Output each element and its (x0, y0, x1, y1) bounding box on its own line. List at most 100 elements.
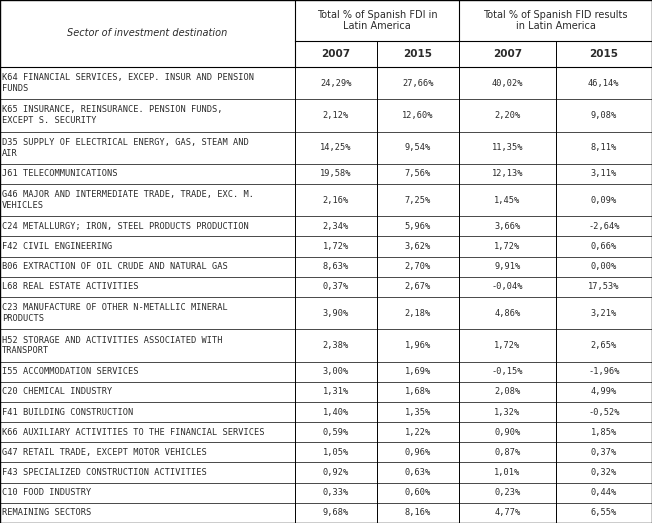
Text: 3,00%: 3,00% (323, 367, 349, 376)
Text: 2,16%: 2,16% (323, 196, 349, 204)
Text: 2,70%: 2,70% (405, 262, 431, 271)
Text: 2007: 2007 (493, 49, 522, 59)
Text: 8,16%: 8,16% (405, 508, 431, 517)
Text: -0,15%: -0,15% (492, 367, 523, 376)
Text: 1,72%: 1,72% (494, 341, 520, 350)
Text: 6,55%: 6,55% (591, 508, 617, 517)
Text: 2007: 2007 (321, 49, 350, 59)
Text: 1,96%: 1,96% (405, 341, 431, 350)
Text: 2,20%: 2,20% (494, 111, 520, 120)
Text: G46 MAJOR AND INTERMEDIATE TRADE, TRADE, EXC. M.
VEHICLES: G46 MAJOR AND INTERMEDIATE TRADE, TRADE,… (2, 190, 254, 210)
Text: 0,37%: 0,37% (591, 448, 617, 457)
Text: 2,12%: 2,12% (323, 111, 349, 120)
Text: 0,37%: 0,37% (323, 282, 349, 291)
Text: 1,68%: 1,68% (405, 388, 431, 396)
Text: REMAINING SECTORS: REMAINING SECTORS (2, 508, 91, 517)
Text: 9,68%: 9,68% (323, 508, 349, 517)
Text: 12,60%: 12,60% (402, 111, 434, 120)
Text: 2,34%: 2,34% (323, 222, 349, 231)
Text: 11,35%: 11,35% (492, 143, 523, 152)
Text: 8,11%: 8,11% (591, 143, 617, 152)
Text: 14,25%: 14,25% (320, 143, 351, 152)
Text: C10 FOOD INDUSTRY: C10 FOOD INDUSTRY (2, 488, 91, 497)
Text: J61 TELECOMMUNICATIONS: J61 TELECOMMUNICATIONS (2, 169, 117, 178)
Text: D35 SUPPLY OF ELECTRICAL ENERGY, GAS, STEAM AND
AIR: D35 SUPPLY OF ELECTRICAL ENERGY, GAS, ST… (2, 138, 248, 157)
Text: K64 FINANCIAL SERVICES, EXCEP. INSUR AND PENSION
FUNDS: K64 FINANCIAL SERVICES, EXCEP. INSUR AND… (2, 73, 254, 93)
Text: 3,90%: 3,90% (323, 309, 349, 317)
Text: 17,53%: 17,53% (588, 282, 619, 291)
Text: 3,62%: 3,62% (405, 242, 431, 251)
Text: 0,63%: 0,63% (405, 468, 431, 477)
Text: L68 REAL ESTATE ACTIVITIES: L68 REAL ESTATE ACTIVITIES (2, 282, 138, 291)
Text: K66 AUXILIARY ACTIVITIES TO THE FINANCIAL SERVICES: K66 AUXILIARY ACTIVITIES TO THE FINANCIA… (2, 428, 265, 437)
Text: 2015: 2015 (404, 49, 432, 59)
Text: 0,66%: 0,66% (591, 242, 617, 251)
Text: 24,29%: 24,29% (320, 78, 351, 87)
Text: B06 EXTRACTION OF OIL CRUDE AND NATURAL GAS: B06 EXTRACTION OF OIL CRUDE AND NATURAL … (2, 262, 228, 271)
Text: 4,86%: 4,86% (494, 309, 520, 317)
Text: 1,72%: 1,72% (494, 242, 520, 251)
Text: -1,96%: -1,96% (588, 367, 619, 376)
Text: C20 CHEMICAL INDUSTRY: C20 CHEMICAL INDUSTRY (2, 388, 112, 396)
Text: 1,05%: 1,05% (323, 448, 349, 457)
Text: 19,58%: 19,58% (320, 169, 351, 178)
Text: 2,18%: 2,18% (405, 309, 431, 317)
Text: 1,35%: 1,35% (405, 407, 431, 416)
Text: C24 METALLURGY; IRON, STEEL PRODUCTS PRODUCTION: C24 METALLURGY; IRON, STEEL PRODUCTS PRO… (2, 222, 248, 231)
Text: F42 CIVIL ENGINEERING: F42 CIVIL ENGINEERING (2, 242, 112, 251)
Text: 1,01%: 1,01% (494, 468, 520, 477)
Text: 2,38%: 2,38% (323, 341, 349, 350)
Text: 12,13%: 12,13% (492, 169, 523, 178)
Text: F43 SPECIALIZED CONSTRUCTION ACTIVITIES: F43 SPECIALIZED CONSTRUCTION ACTIVITIES (2, 468, 207, 477)
Text: F41 BUILDING CONSTRUCTION: F41 BUILDING CONSTRUCTION (2, 407, 133, 416)
Text: 1,22%: 1,22% (405, 428, 431, 437)
Text: 0,44%: 0,44% (591, 488, 617, 497)
Text: 5,96%: 5,96% (405, 222, 431, 231)
Text: 3,11%: 3,11% (591, 169, 617, 178)
Text: 1,31%: 1,31% (323, 388, 349, 396)
Text: G47 RETAIL TRADE, EXCEPT MOTOR VEHICLES: G47 RETAIL TRADE, EXCEPT MOTOR VEHICLES (2, 448, 207, 457)
Text: 1,45%: 1,45% (494, 196, 520, 204)
Text: 0,09%: 0,09% (591, 196, 617, 204)
Text: 9,08%: 9,08% (591, 111, 617, 120)
Text: 0,87%: 0,87% (494, 448, 520, 457)
Text: 0,23%: 0,23% (494, 488, 520, 497)
Text: 0,00%: 0,00% (591, 262, 617, 271)
Text: -2,64%: -2,64% (588, 222, 619, 231)
Text: 46,14%: 46,14% (588, 78, 619, 87)
Text: -0,52%: -0,52% (588, 407, 619, 416)
Text: H52 STORAGE AND ACTIVITIES ASSOCIATED WITH
TRANSPORT: H52 STORAGE AND ACTIVITIES ASSOCIATED WI… (2, 336, 222, 355)
Text: 1,69%: 1,69% (405, 367, 431, 376)
Text: -0,04%: -0,04% (492, 282, 523, 291)
Text: 0,96%: 0,96% (405, 448, 431, 457)
Text: 0,92%: 0,92% (323, 468, 349, 477)
Text: Total % of Spanish FID results
in Latin America: Total % of Spanish FID results in Latin … (483, 9, 628, 31)
Text: 4,99%: 4,99% (591, 388, 617, 396)
Text: 9,54%: 9,54% (405, 143, 431, 152)
Text: 7,25%: 7,25% (405, 196, 431, 204)
Text: 2,65%: 2,65% (591, 341, 617, 350)
Text: I55 ACCOMMODATION SERVICES: I55 ACCOMMODATION SERVICES (2, 367, 138, 376)
Text: Total % of Spanish FDI in
Latin America: Total % of Spanish FDI in Latin America (316, 9, 437, 31)
Text: 3,66%: 3,66% (494, 222, 520, 231)
Text: 0,90%: 0,90% (494, 428, 520, 437)
Text: 27,66%: 27,66% (402, 78, 434, 87)
Text: K65 INSURANCE, REINSURANCE. PENSION FUNDS,
EXCEPT S. SECURITY: K65 INSURANCE, REINSURANCE. PENSION FUND… (2, 106, 222, 125)
Text: 0,32%: 0,32% (591, 468, 617, 477)
Text: 4,77%: 4,77% (494, 508, 520, 517)
Text: 9,91%: 9,91% (494, 262, 520, 271)
Text: 2015: 2015 (589, 49, 618, 59)
Text: 1,72%: 1,72% (323, 242, 349, 251)
Text: 7,56%: 7,56% (405, 169, 431, 178)
Text: 2,08%: 2,08% (494, 388, 520, 396)
Text: 0,60%: 0,60% (405, 488, 431, 497)
Text: 8,63%: 8,63% (323, 262, 349, 271)
Text: 1,40%: 1,40% (323, 407, 349, 416)
Text: Sector of investment destination: Sector of investment destination (67, 28, 228, 39)
Text: 1,85%: 1,85% (591, 428, 617, 437)
Text: 40,02%: 40,02% (492, 78, 523, 87)
Text: C23 MANUFACTURE OF OTHER N-METALLIC MINERAL
PRODUCTS: C23 MANUFACTURE OF OTHER N-METALLIC MINE… (2, 303, 228, 323)
Text: 0,59%: 0,59% (323, 428, 349, 437)
Text: 2,67%: 2,67% (405, 282, 431, 291)
Text: 0,33%: 0,33% (323, 488, 349, 497)
